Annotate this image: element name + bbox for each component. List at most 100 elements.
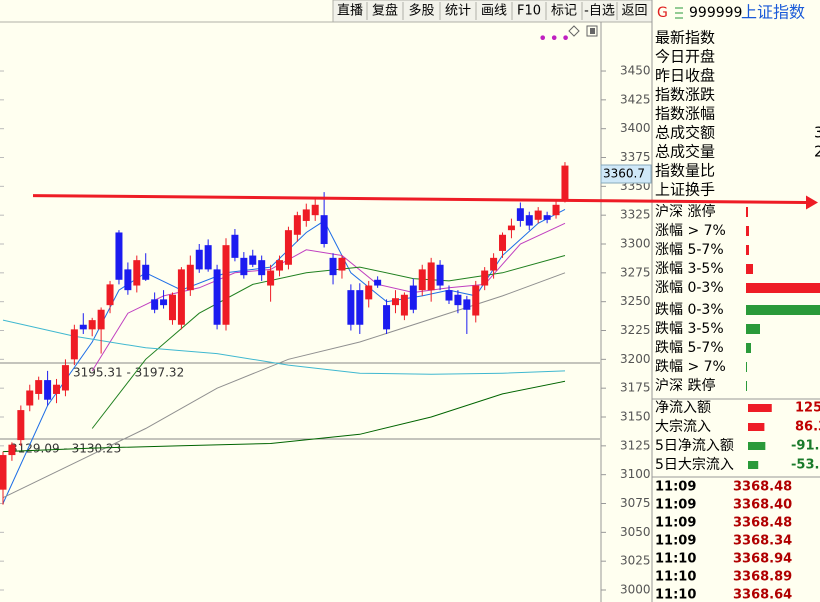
candle-body bbox=[240, 257, 248, 276]
candle-body bbox=[472, 285, 480, 316]
flow-value: 86.3 bbox=[795, 420, 820, 435]
candle-body bbox=[436, 264, 444, 286]
y-tick-label: 3375 bbox=[620, 150, 651, 164]
candle-body bbox=[249, 255, 257, 265]
candle-body bbox=[534, 210, 542, 220]
y-tick-label: 3000 bbox=[620, 583, 651, 597]
breadth-label: 沪深 涨停 bbox=[655, 203, 715, 220]
breadth-bar bbox=[746, 226, 749, 236]
quote-value: 3 bbox=[814, 124, 820, 142]
candle-body bbox=[106, 284, 114, 306]
candle-body bbox=[267, 270, 275, 286]
tick-time: 11:09 bbox=[655, 480, 696, 495]
candle-body bbox=[418, 269, 426, 291]
candle-body bbox=[186, 264, 194, 291]
tick-time: 11:09 bbox=[655, 534, 696, 549]
candle-body bbox=[284, 230, 292, 265]
tick-price: 3368.40 bbox=[733, 498, 792, 513]
toolbar-button[interactable]: -自选 bbox=[584, 4, 615, 19]
y-tick-label: 3300 bbox=[620, 237, 651, 251]
moving-average bbox=[2, 380, 566, 453]
candle-body bbox=[302, 209, 310, 221]
menu-icon[interactable] bbox=[675, 7, 683, 19]
y-tick-label: 3175 bbox=[620, 381, 651, 395]
flow-label: 大宗流入 bbox=[655, 419, 711, 435]
toolbar-button[interactable]: 画线 bbox=[481, 4, 507, 19]
y-tick-label: 3075 bbox=[620, 496, 651, 510]
window-icon[interactable] bbox=[586, 25, 598, 37]
breadth-label: 涨幅 > 7% bbox=[655, 223, 726, 239]
toolbar-button[interactable]: 标记 bbox=[551, 4, 577, 19]
y-tick-label: 3225 bbox=[620, 323, 651, 337]
y-tick-label: 3050 bbox=[620, 525, 651, 539]
breadth-label: 涨幅 5-7% bbox=[655, 242, 724, 258]
candle-body bbox=[142, 264, 150, 280]
breadth-bar bbox=[746, 245, 749, 255]
y-tick-label: 3025 bbox=[620, 554, 651, 568]
candle-body bbox=[347, 290, 355, 325]
candle-body bbox=[552, 204, 560, 216]
tick-price: 3368.48 bbox=[733, 516, 792, 531]
candle-body bbox=[17, 410, 25, 441]
flow-label: 5日净流入额 bbox=[655, 438, 734, 454]
candle-body bbox=[507, 225, 515, 231]
y-tick-label: 3400 bbox=[620, 121, 651, 135]
breadth-bar bbox=[746, 362, 747, 372]
candle-body bbox=[115, 232, 123, 280]
flow-bar bbox=[748, 423, 765, 431]
toolbar-button[interactable]: F10 bbox=[517, 4, 541, 19]
candle-body bbox=[374, 279, 382, 286]
candle-body bbox=[79, 324, 87, 330]
toolbar-button[interactable]: 多股 bbox=[408, 3, 434, 19]
y-tick-label: 3325 bbox=[620, 208, 651, 222]
candle-body bbox=[168, 294, 176, 321]
candle-body bbox=[391, 298, 399, 306]
candle-body bbox=[44, 380, 52, 400]
candle-body bbox=[365, 285, 373, 300]
tick-price: 3368.64 bbox=[733, 588, 792, 602]
candle-body bbox=[293, 215, 301, 235]
tick-price: 3368.34 bbox=[733, 534, 792, 549]
moving-average bbox=[91, 222, 566, 372]
candle-body bbox=[499, 234, 507, 251]
candle-body bbox=[561, 165, 569, 201]
toolbar-button[interactable]: 统计 bbox=[445, 4, 471, 19]
candle-body bbox=[320, 215, 328, 245]
candle-body bbox=[213, 269, 221, 325]
breadth-label: 沪深 跌停 bbox=[655, 377, 715, 394]
breadth-label: 跌幅 0-3% bbox=[655, 302, 724, 318]
candle-body bbox=[88, 320, 96, 330]
moving-average bbox=[2, 208, 566, 504]
price-tag-box bbox=[600, 164, 652, 184]
y-tick-label: 3450 bbox=[620, 64, 651, 78]
tick-price: 3368.89 bbox=[733, 570, 792, 585]
flag: G bbox=[657, 5, 668, 21]
tick-time: 11:09 bbox=[655, 498, 696, 513]
y-tick-label: 3425 bbox=[620, 92, 651, 106]
toolbar-button[interactable]: 直播 bbox=[337, 4, 363, 19]
toolbar-button[interactable]: 复盘 bbox=[372, 3, 398, 19]
diamond-icon[interactable] bbox=[568, 25, 580, 37]
breadth-label: 跌幅 3-5% bbox=[655, 321, 724, 337]
candle-body bbox=[454, 294, 462, 306]
flow-bar bbox=[748, 461, 759, 469]
toolbar-button[interactable]: 返回 bbox=[621, 4, 647, 19]
breadth-bar bbox=[746, 207, 748, 217]
candle-body bbox=[160, 299, 168, 306]
flow-value: 125 bbox=[795, 401, 820, 416]
flow-label: 净流入额 bbox=[655, 400, 711, 416]
candle-body bbox=[383, 305, 391, 330]
candle-body bbox=[329, 257, 337, 276]
quote-label: 指数量比 bbox=[655, 162, 715, 180]
candle-body bbox=[311, 204, 319, 216]
level-label: 3195.31 - 3197.32 bbox=[73, 366, 184, 380]
candle-body bbox=[53, 384, 61, 394]
candle-body bbox=[231, 234, 239, 258]
candle-body bbox=[356, 290, 364, 325]
indicator-dots: ••• bbox=[538, 29, 572, 48]
breadth-bar bbox=[746, 343, 751, 353]
candle-body bbox=[463, 299, 471, 310]
quote-label: 指数涨幅 bbox=[655, 105, 715, 123]
flow-bar bbox=[748, 442, 766, 450]
candle-body bbox=[276, 260, 284, 271]
